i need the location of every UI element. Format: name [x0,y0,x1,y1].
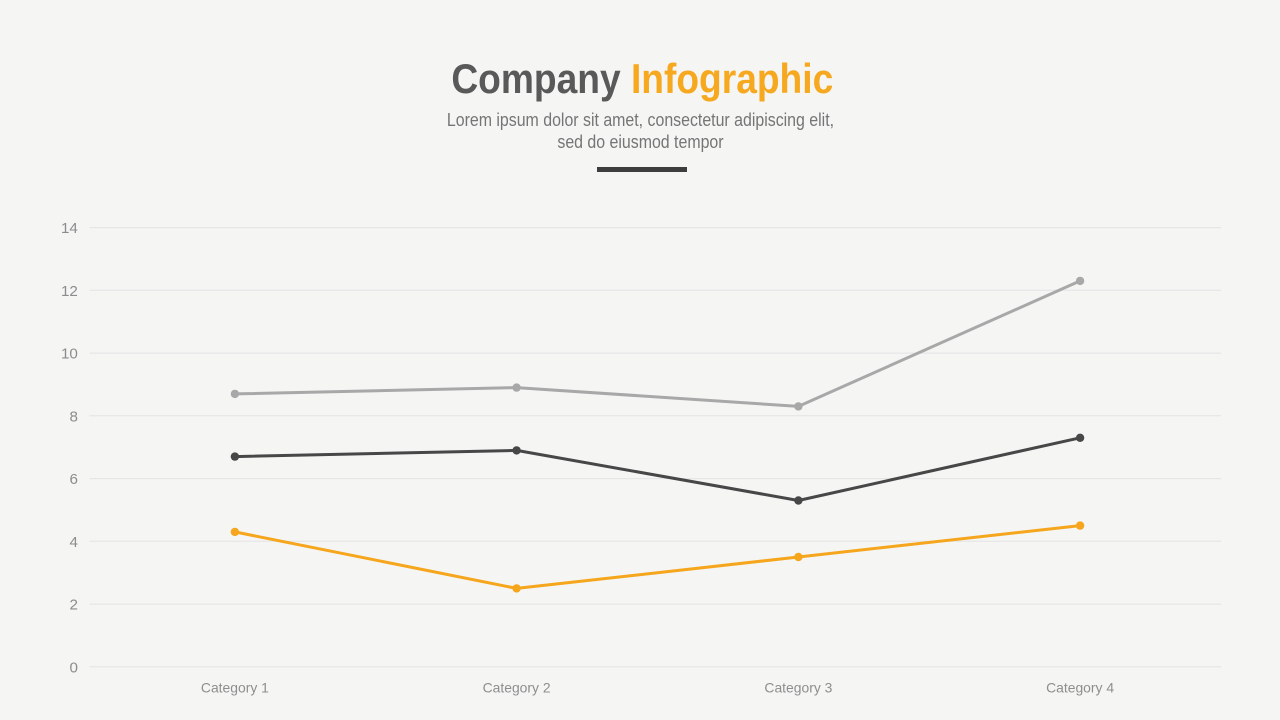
svg-text:6: 6 [69,471,77,488]
svg-text:Category 3: Category 3 [764,679,832,695]
svg-text:14: 14 [61,220,78,237]
svg-text:0: 0 [69,659,77,676]
svg-text:10: 10 [61,346,78,363]
svg-text:4: 4 [69,534,77,551]
svg-text:8: 8 [69,408,77,425]
svg-text:2: 2 [69,597,77,614]
svg-text:Category 2: Category 2 [483,679,551,695]
svg-text:Category 4: Category 4 [1046,679,1114,695]
svg-text:12: 12 [61,283,78,300]
svg-text:Category 1: Category 1 [201,679,269,695]
